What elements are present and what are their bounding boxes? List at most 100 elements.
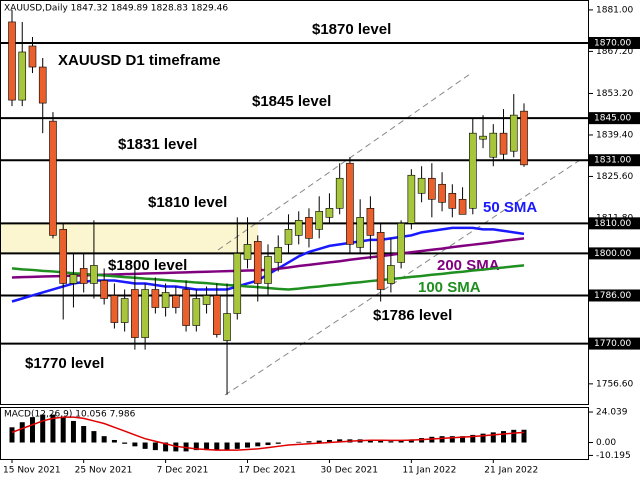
level-tag-label: 1786.00 (594, 291, 631, 301)
candle-body (213, 295, 221, 335)
x-tick-label: 30 Dec 2021 (320, 466, 378, 476)
candle-body (499, 132, 508, 155)
macd-tick-label: 0.00 (596, 438, 616, 448)
level-tag (589, 289, 640, 302)
macd-bar (101, 436, 107, 443)
y-tick-label: 1881.00 (596, 5, 633, 15)
y-tick-label: 1825.60 (596, 172, 633, 182)
macd-bar (378, 440, 384, 443)
macd-bar (521, 429, 527, 443)
chart-title: XAUUSD D1 timeframe (58, 52, 221, 69)
candle-body (49, 120, 57, 236)
candle-body (100, 280, 108, 299)
candle-body (274, 247, 283, 263)
macd-bar (111, 439, 117, 443)
candle-body (346, 162, 354, 245)
candle-body (69, 274, 78, 284)
candle-body (8, 21, 16, 101)
candle-body (90, 265, 98, 284)
x-tick-label: 21 Jan 2022 (484, 466, 538, 476)
candle-body (253, 241, 262, 284)
sma-label: 50 SMA (483, 199, 537, 216)
candle-body (79, 268, 88, 284)
level-annotation: $1831 level (118, 136, 197, 153)
macd-bar (29, 417, 35, 443)
y-tick-label: 1853.20 (596, 89, 633, 99)
candle-body (407, 174, 416, 224)
macd-bar (245, 442, 251, 448)
macd-bar (50, 414, 56, 443)
price-frame (0, 0, 589, 405)
level-tag (589, 154, 640, 167)
macd-bar (439, 436, 445, 443)
macd-bar (501, 431, 507, 443)
candle-body (335, 177, 344, 209)
macd-bar (193, 442, 199, 451)
candle-body (417, 177, 426, 194)
candle-body (151, 289, 160, 308)
macd-bar (9, 427, 15, 443)
candle-body (28, 45, 37, 68)
level-tag (589, 112, 640, 125)
candle-body (120, 298, 129, 323)
level-tag (589, 36, 640, 49)
macd-bar (81, 426, 87, 443)
candle-body (325, 208, 334, 218)
macd-bar (470, 434, 476, 443)
macd-bar (449, 436, 455, 443)
level-tag (589, 247, 640, 260)
macd-bar (204, 442, 210, 451)
level-tag-label: 1845.00 (594, 114, 631, 124)
candle-body (264, 256, 272, 284)
candle-body (356, 217, 364, 248)
candle-body (438, 183, 446, 203)
macd-bar (398, 440, 404, 443)
y-tick-label: 1867.20 (596, 47, 633, 57)
candle-body (479, 135, 487, 140)
candle-body (294, 220, 303, 236)
macd-bar (367, 439, 373, 443)
x-tick-label: 15 Nov 2021 (3, 466, 61, 476)
level-annotation: $1770 level (25, 355, 104, 372)
level-tag-label: 1800.00 (594, 249, 631, 259)
macd-frame (0, 407, 589, 460)
candle-body (387, 265, 395, 284)
candle-body (18, 51, 27, 101)
zone-highlight (0, 223, 258, 253)
macd-signal (11, 416, 525, 451)
macd-bar (388, 441, 394, 443)
macd-tick-label: 24.039 (596, 408, 628, 418)
chart-header: XAUUSD,Daily 1847.32 1849.89 1828.83 182… (4, 4, 228, 14)
candle-body (315, 211, 324, 230)
candle-body (192, 298, 201, 326)
macd-bar (490, 432, 496, 443)
macd-bar (316, 440, 322, 443)
x-tick-label: 25 Nov 2021 (75, 466, 133, 476)
level-annotation: $1800 level (108, 257, 187, 274)
macd-bar (408, 439, 414, 443)
macd-bar (163, 442, 169, 452)
macd-bar (214, 442, 220, 451)
candle-body (131, 289, 139, 338)
candle-body (428, 177, 436, 200)
level-tag-label: 1810.00 (594, 219, 631, 229)
macd-bar (40, 414, 46, 443)
macd-bar (460, 436, 466, 443)
x-tick-label: 17 Dec 2021 (239, 466, 297, 476)
candle-body (59, 229, 68, 284)
macd-bar (255, 442, 261, 447)
level-tag (589, 217, 640, 230)
x-tick-label: 11 Jan 2022 (402, 466, 456, 476)
macd-tick-label: -10.195 (596, 451, 631, 461)
macd-bar (70, 420, 76, 443)
candle-body (141, 289, 149, 338)
level-annotation: $1870 level (312, 21, 391, 38)
candle-body (520, 110, 528, 166)
candle-body (376, 232, 385, 290)
candle-body (468, 132, 477, 209)
level-tag (589, 337, 640, 350)
candle-body (172, 295, 180, 308)
macd-bar (60, 417, 66, 443)
macd-bar (142, 442, 148, 449)
